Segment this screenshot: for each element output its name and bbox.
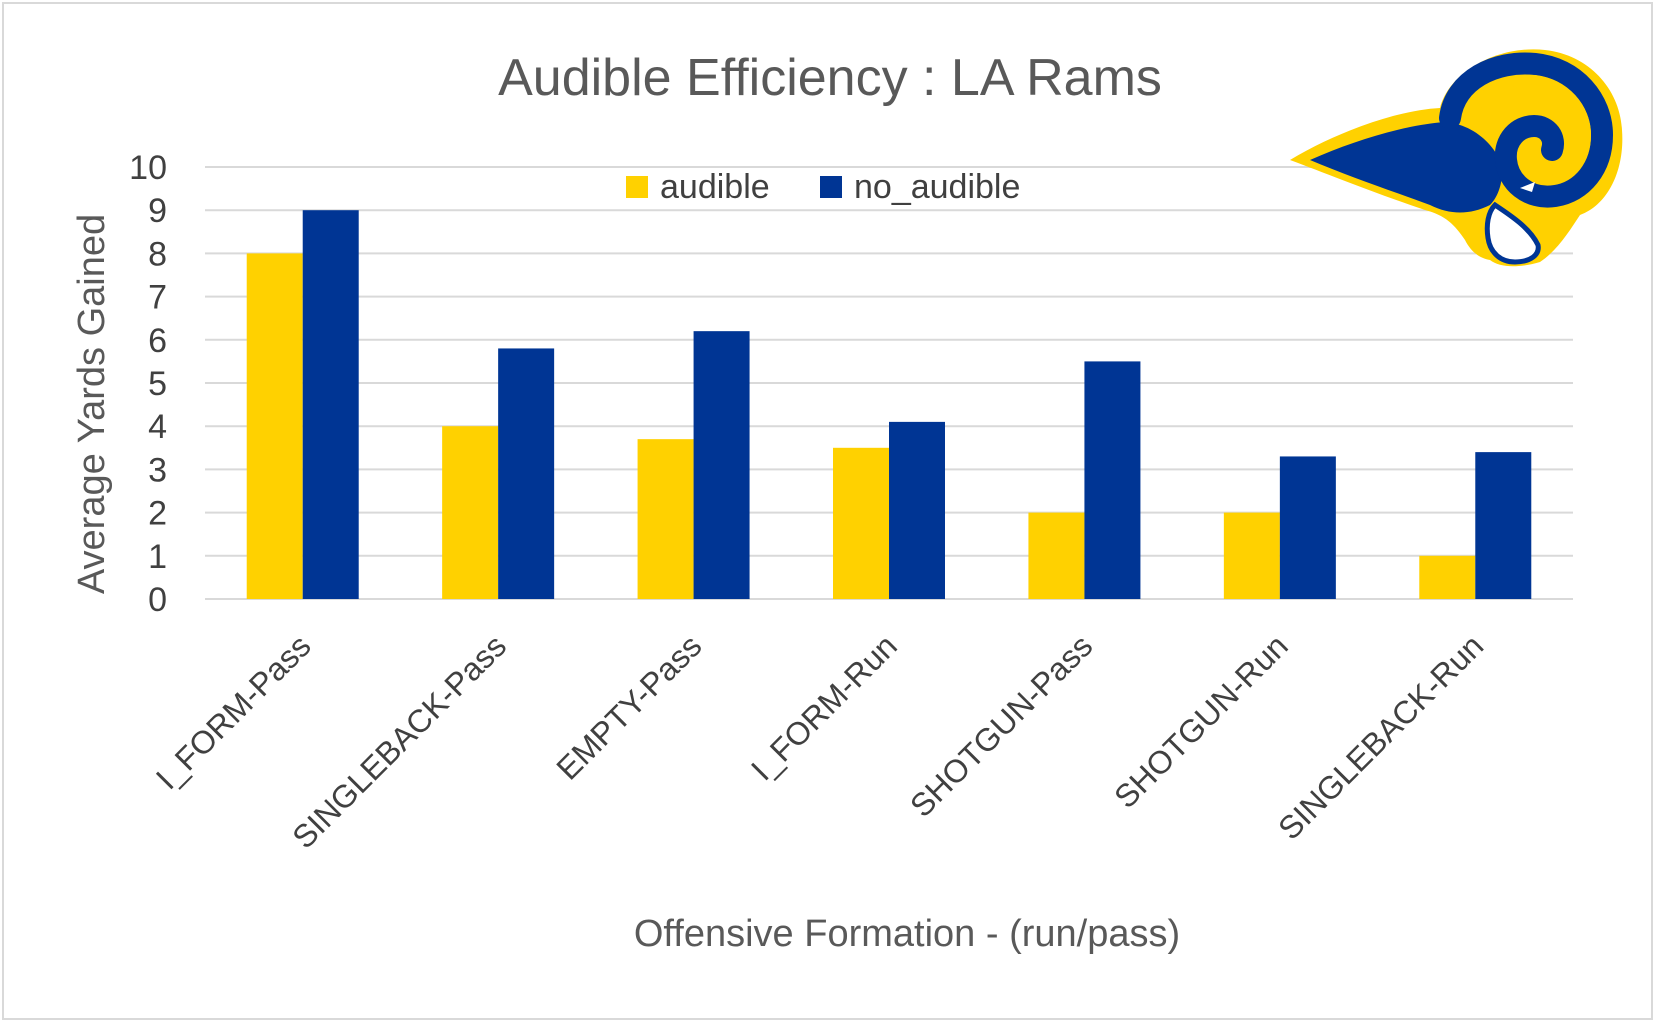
bar-audible-I_FORM-Run: [833, 447, 889, 599]
legend-swatch-audible: [626, 176, 648, 198]
bar-audible-SINGLEBACK-Run: [1419, 555, 1476, 599]
y-tick-label: 9: [148, 192, 167, 230]
bar-audible-SINGLEBACK-Pass: [442, 426, 499, 599]
y-tick-label: 4: [148, 408, 167, 446]
y-tick-label: 2: [148, 495, 167, 533]
x-tick-label: SINGLEBACK-Pass: [285, 627, 513, 855]
bar-no_audible-EMPTY-Pass: [693, 331, 750, 599]
y-axis-title: Average Yards Gained: [71, 214, 113, 594]
bar-no_audible-I_FORM-Pass: [302, 210, 359, 599]
y-tick-label: 1: [148, 538, 167, 576]
y-tick-label: 8: [148, 235, 167, 273]
logo-ram-head: [1310, 122, 1502, 213]
bars: [246, 210, 1532, 599]
legend: audible no_audible: [626, 168, 1020, 206]
bar-no_audible-SHOTGUN-Pass: [1084, 361, 1141, 599]
bar-no_audible-SINGLEBACK-Pass: [498, 348, 555, 599]
y-tick-label: 0: [148, 581, 167, 619]
bar-no_audible-SHOTGUN-Run: [1279, 456, 1336, 599]
x-tick-label: EMPTY-Pass: [549, 627, 708, 786]
y-tick-label: 5: [148, 365, 167, 403]
x-tick-label: SHOTGUN-Pass: [903, 627, 1099, 823]
chart-title: Audible Efficiency : LA Rams: [498, 49, 1162, 107]
bar-no_audible-SINGLEBACK-Run: [1475, 452, 1532, 599]
bar-audible-SHOTGUN-Run: [1223, 512, 1280, 599]
legend-swatch-no_audible: [820, 176, 842, 198]
y-tick-label: 3: [148, 451, 167, 489]
legend-label-audible: audible: [660, 168, 770, 206]
y-axis-ticks: 0 1 2 3 4 5 6 7 8 9 10: [129, 149, 167, 619]
gridlines: [205, 166, 1573, 600]
logo-horn: [1439, 52, 1614, 208]
logo-eye: [1520, 182, 1535, 192]
logo-snout: [1484, 201, 1541, 265]
bar-audible-I_FORM-Pass: [246, 253, 303, 599]
logo-horn-highlight: [1465, 74, 1592, 185]
bar-audible-EMPTY-Pass: [637, 439, 694, 599]
x-tick-label: I_FORM-Pass: [149, 627, 318, 796]
x-tick-label: SINGLEBACK-Run: [1271, 627, 1490, 846]
rams-horn-logo: [1290, 49, 1623, 267]
y-tick-label: 6: [148, 322, 167, 360]
y-tick-label: 7: [148, 279, 167, 317]
x-axis-title: Offensive Formation - (run/pass): [634, 913, 1180, 955]
bar-audible-SHOTGUN-Pass: [1028, 512, 1085, 599]
y-tick-label: 10: [129, 149, 167, 187]
x-tick-label: I_FORM-Run: [744, 627, 904, 787]
x-tick-label: SHOTGUN-Run: [1107, 627, 1295, 815]
legend-label-no_audible: no_audible: [854, 168, 1020, 206]
bar-no_audible-I_FORM-Run: [889, 421, 945, 599]
